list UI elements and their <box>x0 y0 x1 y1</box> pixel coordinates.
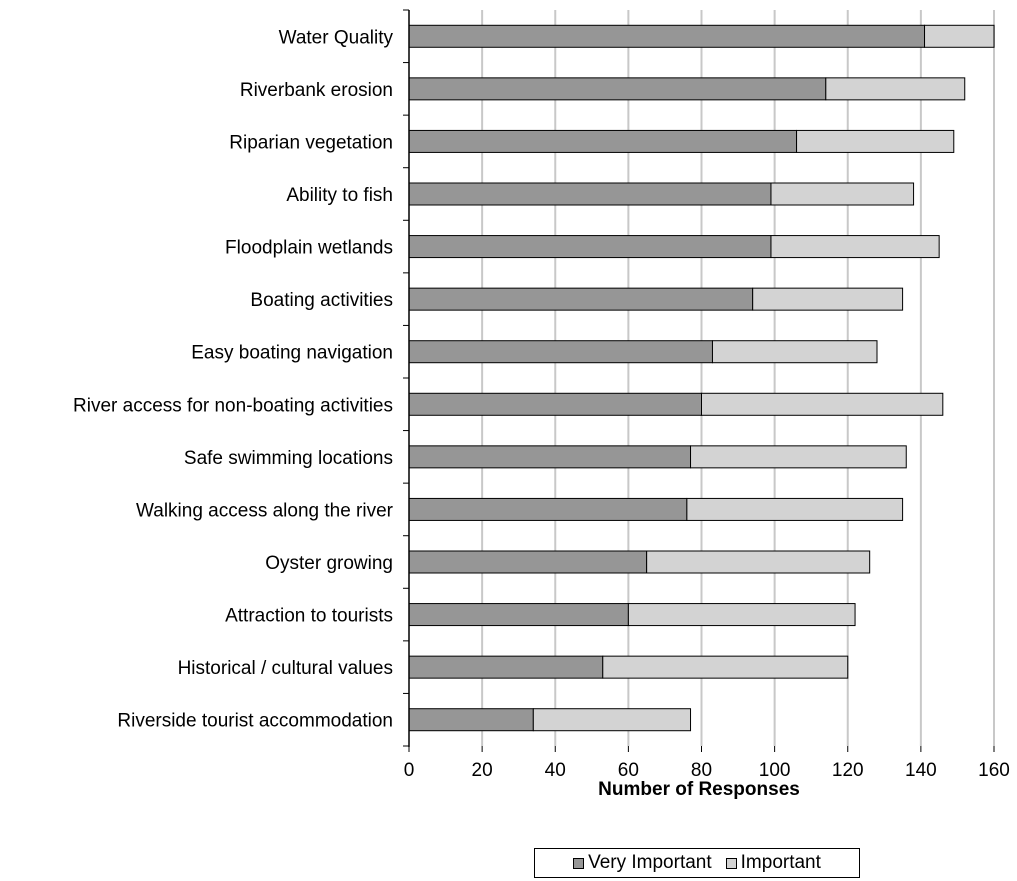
category-label-attraction-to-tourists: Attraction to tourists <box>225 606 393 627</box>
category-label-floodplain-wetlands: Floodplain wetlands <box>225 238 393 259</box>
legend-label-very-important: Very Important <box>588 852 712 873</box>
bar-important-attraction-to-tourists <box>627 603 856 627</box>
category-label-water-quality: Water Quality <box>279 27 394 48</box>
bar-important-boating-activities <box>752 287 904 311</box>
x-tick-label-160: 160 <box>978 760 1010 781</box>
bar-important-historical-cultural-values <box>602 655 849 679</box>
bar-important-riparian-vegetation <box>796 129 955 153</box>
bar-important-riverside-tourist-accommodation <box>532 708 692 732</box>
legend-swatch-important <box>725 857 737 869</box>
category-label-ability-to-fish: Ability to fish <box>286 185 393 206</box>
bar-very-important-riverbank-erosion <box>408 77 827 101</box>
legend-item-important: Important <box>725 852 821 874</box>
bar-important-walking-access-along-the-river <box>686 497 904 521</box>
category-label-oyster-growing: Oyster growing <box>265 553 393 574</box>
bar-very-important-easy-boating-navigation <box>408 340 713 364</box>
category-label-riparian-vegetation: Riparian vegetation <box>229 132 393 153</box>
x-tick-label-40: 40 <box>545 760 566 781</box>
bar-important-easy-boating-navigation <box>711 340 878 364</box>
category-label-riverside-tourist-accommodation: Riverside tourist accommodation <box>117 711 393 732</box>
bar-important-riverbank-erosion <box>825 77 966 101</box>
gridlines <box>481 10 995 746</box>
legend: Very Important Important <box>534 848 860 878</box>
x-tick-label-100: 100 <box>759 760 791 781</box>
legend-label-important: Important <box>740 852 821 873</box>
category-label-river-access-for-non-boating-activities: River access for non-boating activities <box>73 395 393 416</box>
bar-important-safe-swimming-locations <box>690 445 907 469</box>
bar-very-important-river-access-for-non-boating-activities <box>408 392 702 416</box>
bar-important-river-access-for-non-boating-activities <box>701 392 944 416</box>
x-tick-label-20: 20 <box>472 760 493 781</box>
category-label-walking-access-along-the-river: Walking access along the river <box>136 500 394 521</box>
bar-very-important-boating-activities <box>408 287 754 311</box>
bar-important-floodplain-wetlands <box>770 235 940 259</box>
x-axis-title: Number of Responses <box>598 779 800 800</box>
bar-very-important-riverside-tourist-accommodation <box>408 708 534 732</box>
category-label-historical-cultural-values: Historical / cultural values <box>178 658 393 679</box>
category-label-boating-activities: Boating activities <box>250 290 393 311</box>
bar-very-important-floodplain-wetlands <box>408 235 772 259</box>
x-tick-labels: 0 20 40 60 80 100 120 140 160 <box>404 760 1010 781</box>
legend-swatch-very-important <box>573 857 585 869</box>
category-label-riverbank-erosion: Riverbank erosion <box>240 80 393 101</box>
category-label-safe-swimming-locations: Safe swimming locations <box>184 448 393 469</box>
x-tick-label-0: 0 <box>404 760 415 781</box>
axes <box>403 9 995 752</box>
bar-important-ability-to-fish <box>770 182 915 206</box>
legend-item-very-important: Very Important <box>573 852 712 874</box>
bar-very-important-historical-cultural-values <box>408 655 604 679</box>
bars <box>408 24 995 732</box>
bar-important-oyster-growing <box>646 550 871 574</box>
bar-very-important-walking-access-along-the-river <box>408 497 688 521</box>
bar-very-important-riparian-vegetation <box>408 129 798 153</box>
bar-important-water-quality <box>924 24 995 48</box>
x-tick-label-140: 140 <box>905 760 937 781</box>
category-label-easy-boating-navigation: Easy boating navigation <box>191 343 393 364</box>
x-tick-label-80: 80 <box>691 760 712 781</box>
bar-very-important-oyster-growing <box>408 550 648 574</box>
category-labels: Water Quality Riverbank erosion Riparian v… <box>73 27 394 731</box>
x-tick-label-60: 60 <box>618 760 639 781</box>
bar-very-important-attraction-to-tourists <box>408 603 629 627</box>
bar-very-important-ability-to-fish <box>408 182 772 206</box>
x-tick-label-120: 120 <box>832 760 864 781</box>
bar-very-important-water-quality <box>408 24 926 48</box>
bar-very-important-safe-swimming-locations <box>408 445 692 469</box>
